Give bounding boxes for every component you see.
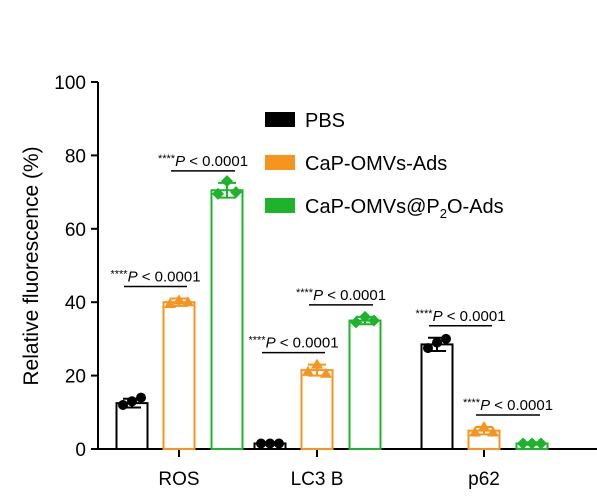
significance-label: ****P < 0.0001 bbox=[296, 287, 386, 304]
x-tick-label: p62 bbox=[468, 469, 500, 490]
y-axis-label: Relative fluorescence (%) bbox=[20, 146, 43, 385]
legend: PBS CaP-OMVs-Ads CaP-OMVs@P2O-Ads bbox=[265, 110, 504, 221]
data-point bbox=[487, 426, 499, 437]
data-point bbox=[311, 358, 323, 369]
significance-label: ****P < 0.0001 bbox=[158, 153, 248, 170]
y-tick-label: 60 bbox=[65, 220, 86, 241]
data-point bbox=[535, 437, 547, 450]
data-point bbox=[256, 438, 266, 449]
bar bbox=[210, 189, 244, 450]
data-point bbox=[368, 314, 380, 327]
bar bbox=[420, 343, 454, 450]
significance-label: ****P < 0.0001 bbox=[463, 397, 553, 414]
legend-label: PBS bbox=[305, 110, 345, 132]
x-tick-label: LC3 B bbox=[291, 469, 344, 490]
data-point bbox=[441, 333, 451, 344]
data-point bbox=[302, 365, 314, 376]
data-point bbox=[517, 437, 529, 450]
data-point bbox=[469, 426, 481, 437]
data-point bbox=[320, 367, 332, 378]
y-tick-label: 40 bbox=[65, 293, 86, 314]
data-point bbox=[350, 316, 362, 329]
y-tick-label: 0 bbox=[75, 440, 86, 461]
legend-swatch bbox=[265, 155, 295, 170]
bar bbox=[162, 301, 196, 451]
data-point bbox=[136, 392, 146, 403]
data-point bbox=[526, 437, 538, 450]
data-point bbox=[274, 438, 284, 449]
data-point bbox=[432, 337, 442, 348]
x-tick-label: ROS bbox=[158, 469, 199, 490]
data-point bbox=[478, 420, 490, 431]
significance-label: ****P < 0.0001 bbox=[110, 269, 200, 286]
legend-swatch bbox=[265, 112, 295, 127]
legend-label: CaP-OMVs@P2O-Ads bbox=[305, 196, 504, 221]
legend-swatch bbox=[265, 198, 295, 213]
data-point bbox=[212, 187, 224, 200]
y-tick-label: 80 bbox=[65, 146, 86, 167]
data-point bbox=[164, 298, 176, 309]
bar bbox=[115, 402, 149, 450]
data-point bbox=[423, 343, 433, 354]
y-tick-label: 100 bbox=[54, 73, 86, 94]
data-point bbox=[230, 186, 242, 199]
data-point bbox=[221, 175, 233, 188]
legend-label: CaP-OMVs-Ads bbox=[305, 153, 447, 175]
significance-annotations: ****P < 0.0001 ****P < 0.0001 ****P < 0.00… bbox=[110, 153, 553, 416]
axes: 0 20 40 60 80 100 ROS LC3 B p62 bbox=[54, 73, 597, 490]
data-point bbox=[265, 438, 275, 449]
significance-label: ****P < 0.0001 bbox=[415, 308, 505, 325]
significance-label: ****P < 0.0001 bbox=[248, 335, 338, 352]
data-point bbox=[182, 296, 194, 307]
bar bbox=[348, 319, 382, 450]
data-point bbox=[127, 396, 137, 407]
data-point bbox=[173, 294, 185, 305]
data-point bbox=[359, 310, 371, 323]
bar bbox=[300, 369, 334, 450]
y-tick-label: 20 bbox=[65, 367, 86, 388]
bars bbox=[115, 175, 549, 451]
data-point bbox=[118, 399, 128, 410]
